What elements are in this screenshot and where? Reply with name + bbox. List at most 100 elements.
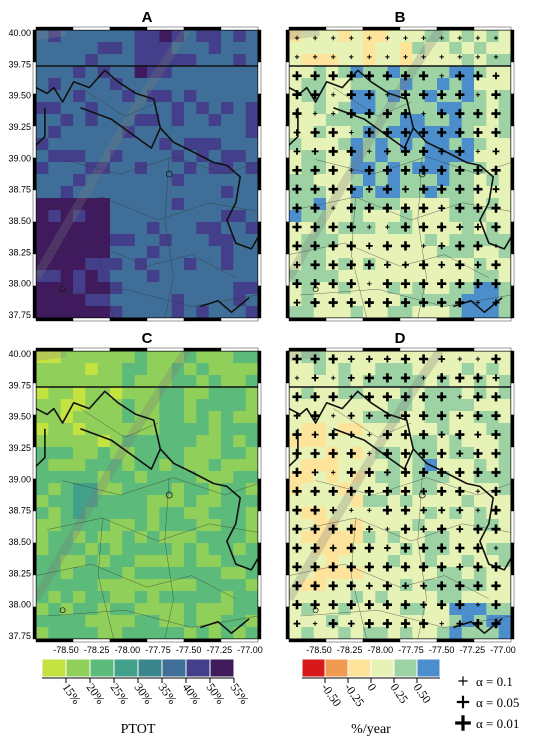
raster-cell bbox=[159, 114, 173, 127]
raster-cell bbox=[412, 42, 426, 55]
raster-cell bbox=[171, 222, 185, 235]
raster-cell bbox=[221, 435, 234, 448]
raster-cell bbox=[474, 30, 487, 43]
raster-cell bbox=[60, 222, 74, 235]
raster-cell bbox=[73, 531, 86, 544]
raster-cell bbox=[498, 162, 511, 175]
raster-cell bbox=[85, 150, 99, 163]
raster-cell bbox=[412, 174, 426, 187]
raster-cell bbox=[196, 174, 210, 187]
raster-cell bbox=[437, 507, 450, 520]
border-segment bbox=[257, 157, 262, 191]
border-segment bbox=[510, 157, 515, 191]
raster-cell bbox=[313, 447, 327, 460]
raster-cell bbox=[60, 102, 74, 115]
raster-cell bbox=[474, 186, 487, 199]
significance-cross bbox=[328, 581, 338, 591]
significance-cross bbox=[400, 109, 411, 119]
raster-cell bbox=[208, 471, 222, 484]
raster-cell bbox=[498, 126, 511, 139]
colorbar-label: 0.25 bbox=[388, 681, 412, 706]
river-south bbox=[200, 618, 250, 634]
raster-cell bbox=[48, 66, 62, 79]
significance-cross bbox=[439, 54, 444, 60]
border-segment bbox=[436, 317, 475, 322]
y-tick-label: 39.75 bbox=[8, 380, 31, 390]
raster-cell bbox=[387, 234, 401, 247]
significance-cross bbox=[292, 203, 302, 213]
raster-cell bbox=[73, 126, 86, 139]
raster-cell bbox=[387, 459, 401, 472]
raster-cell bbox=[412, 78, 426, 91]
raster-cell bbox=[97, 399, 111, 412]
significance-cross bbox=[364, 392, 374, 402]
raster-cell bbox=[245, 447, 258, 460]
significance-cross bbox=[492, 299, 500, 306]
raster-cell bbox=[110, 483, 123, 496]
raster-cell bbox=[498, 282, 511, 295]
raster-cell bbox=[289, 435, 302, 448]
raster-cell bbox=[159, 507, 173, 520]
significance-cross bbox=[420, 582, 427, 590]
border-segment bbox=[510, 446, 515, 480]
significance-cross bbox=[328, 184, 338, 194]
significance-cross bbox=[382, 448, 392, 459]
significance-legend: α = 0.1α = 0.05α = 0.01 bbox=[455, 674, 519, 731]
raster-cell bbox=[73, 258, 86, 271]
wv-va-border-west bbox=[36, 428, 46, 467]
raster-cell bbox=[338, 246, 352, 259]
raster-cell bbox=[159, 531, 173, 544]
border-segment bbox=[35, 347, 74, 352]
raster-cell bbox=[301, 270, 315, 283]
raster-cell bbox=[147, 603, 160, 616]
raster-cell bbox=[326, 423, 339, 436]
raster-cell bbox=[36, 282, 49, 295]
raster-cell bbox=[350, 399, 364, 412]
raster-cell bbox=[122, 90, 136, 103]
raster-cell bbox=[134, 234, 148, 247]
raster-cell bbox=[498, 42, 511, 55]
raster-cell bbox=[60, 471, 74, 484]
raster-cell bbox=[48, 114, 62, 127]
border-segment bbox=[510, 285, 515, 319]
x-tick-label: -77.00 bbox=[490, 645, 516, 655]
raster-cell bbox=[313, 174, 327, 187]
raster-cell bbox=[159, 294, 173, 307]
raster-cell bbox=[208, 627, 222, 639]
raster-cell bbox=[60, 543, 74, 556]
raster-cell bbox=[134, 54, 148, 67]
raster-cell bbox=[36, 435, 49, 448]
significance-cross bbox=[403, 54, 408, 60]
significance-cross bbox=[400, 165, 411, 175]
raster-cell bbox=[233, 567, 247, 580]
legend-cross-icon bbox=[455, 715, 471, 731]
raster-cell bbox=[387, 306, 401, 318]
raster-cell bbox=[498, 459, 511, 472]
raster-cell bbox=[196, 591, 210, 604]
significance-cross bbox=[473, 411, 483, 421]
border-segment bbox=[510, 61, 515, 95]
raster-cell bbox=[313, 531, 327, 544]
raster-cell bbox=[73, 270, 86, 283]
raster-cell bbox=[134, 471, 148, 484]
significance-cross bbox=[457, 54, 462, 60]
border-segment bbox=[362, 317, 401, 322]
raster-cell bbox=[245, 210, 258, 223]
raster-cell bbox=[85, 306, 99, 318]
significance-cross bbox=[382, 581, 392, 591]
raster-cell bbox=[159, 567, 173, 580]
raster-cell bbox=[350, 627, 364, 639]
raster-cell bbox=[449, 555, 463, 568]
raster-cell bbox=[196, 519, 210, 532]
raster-cell bbox=[73, 30, 86, 43]
raster-cell bbox=[134, 210, 148, 223]
y-tick-label: 39.50 bbox=[8, 91, 31, 101]
raster-cell bbox=[110, 627, 123, 639]
raster-cell bbox=[461, 435, 475, 448]
raster-cell bbox=[474, 627, 487, 639]
county-boundary bbox=[350, 196, 367, 318]
significance-cross bbox=[455, 600, 465, 610]
raster-cell bbox=[184, 555, 197, 568]
x-tick-label: -77.00 bbox=[237, 645, 263, 655]
significance-cross bbox=[382, 241, 392, 251]
